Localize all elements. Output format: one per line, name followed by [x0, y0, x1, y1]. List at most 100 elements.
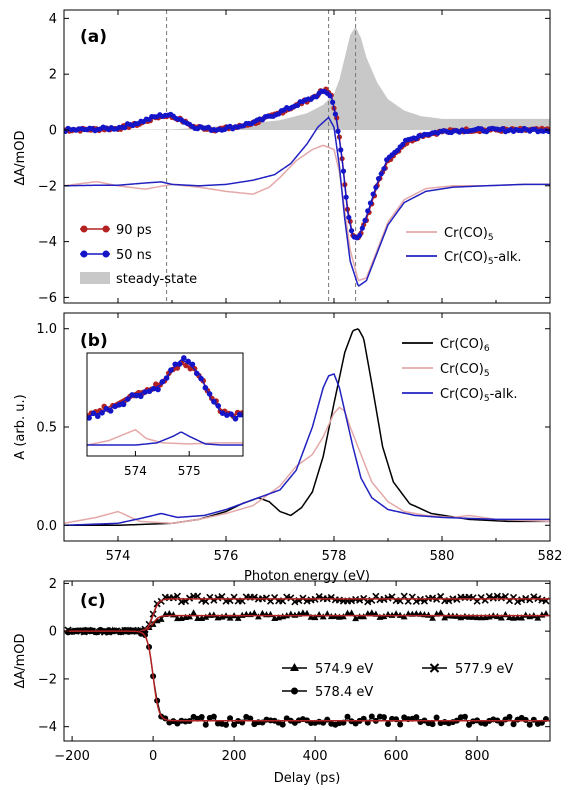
point-c-578-4-ev [506, 713, 513, 720]
xtick-b-label: 582 [538, 549, 563, 564]
inset-point-50-ns [133, 392, 140, 399]
inset-point-50-ns [198, 375, 204, 382]
point-c-578-4-ev [210, 713, 217, 720]
inset-point-50-ns [215, 403, 222, 409]
panel-a: 4 2 0 −2 −4 −6 (a) ΔA/mOD 90 ps 50 ns steady-… [13, 9, 551, 306]
inset-point-50-ns [181, 355, 187, 361]
panel-a-label: (a) [80, 27, 107, 47]
point-50-ns [327, 93, 333, 99]
inset-point-50-ns [236, 411, 243, 418]
inset-point-50-ns [103, 405, 110, 412]
legend-c-578-4: 578.4 eV [282, 685, 373, 700]
inset-frame [86, 352, 244, 457]
xtick-b-label: 578 [322, 549, 347, 564]
ytick-a-label: −6 [38, 291, 57, 306]
legend-b-crco5: Cr(CO)5 [402, 362, 490, 379]
svg-text:Cr(CO)5-alk.: Cr(CO)5-alk. [440, 387, 518, 404]
point-c-574-9-ev [307, 613, 315, 620]
point-c-577-9-ev [428, 594, 437, 602]
inset-point-50-ns [107, 408, 114, 414]
point-c-574-9-ev [506, 613, 513, 621]
legend-c-577-9: 577.9 eV [422, 662, 513, 677]
svg-text:Cr(CO)5: Cr(CO)5 [440, 362, 490, 379]
point-c-574-9-ev [441, 614, 449, 621]
inset-point-50-ns [142, 389, 148, 395]
series-b-cr-co-5 [64, 406, 550, 525]
point-c-574-9-ev [469, 613, 477, 620]
point-c-577-9-ev [214, 594, 222, 602]
point-c-578-4-ev [466, 721, 472, 728]
point-c-578-4-ev [397, 721, 404, 728]
point-c-574-9-ev [234, 614, 242, 621]
point-c-574-9-ev [498, 614, 505, 621]
legend-steady-state: steady-state [80, 272, 197, 287]
panel-c-frame [63, 580, 551, 742]
inset-point-50-ns [129, 392, 135, 398]
panel-a-frame [63, 9, 551, 304]
panel-b-inset: 574 575 [86, 352, 244, 478]
point-c-578-4-ev [429, 721, 436, 728]
inset-point-50-ns [116, 402, 123, 408]
point-c-577-9-ev [497, 594, 505, 602]
point-c-577-9-ev [384, 594, 392, 602]
legend-50ns: 50 ns [80, 248, 152, 263]
inset-point-50-ns [189, 361, 196, 368]
xtick-c-label: 400 [303, 749, 328, 764]
xtick-c-label: 600 [384, 749, 409, 764]
point-50-ns [378, 171, 384, 177]
inset-series-cr-co-5 [87, 428, 243, 446]
point-c-578-4-ev [227, 715, 234, 722]
inset-point-50-ns [163, 375, 170, 381]
ytick-b-label: 1.0 [36, 322, 57, 337]
ytick-b-label: 0.0 [36, 519, 57, 534]
inset-point-50-ns [224, 412, 230, 418]
inset-point-50-ns [87, 415, 92, 421]
inset-point-50-ns [90, 410, 97, 417]
svg-text:Cr(CO)6: Cr(CO)6 [440, 337, 490, 354]
inset-point-50-ns [219, 410, 226, 416]
point-c-574-9-ev [165, 610, 173, 617]
ytick-a-label: 0 [49, 123, 57, 138]
point-50-ns [346, 214, 352, 221]
point-c-574-9-ev [210, 611, 218, 618]
inset-point-50-ns [193, 370, 200, 377]
panel-c: 2 0 −2 −4 −200 0 200 400 600 800 (c) ΔA/mOD Delay… [13, 577, 551, 786]
legend-c-574-9-label: 574.9 eV [315, 662, 373, 677]
legend-b-crco5-alk: Cr(CO)5-alk. [402, 387, 518, 404]
series-c-577-9-ev-fit [64, 598, 550, 632]
inset-xtick-label: 574 [124, 464, 147, 478]
point-c-574-9-ev [392, 610, 400, 617]
point-c-578-4-ev [198, 713, 205, 720]
legend-c-578-4-label: 578.4 eV [315, 685, 373, 700]
point-c-577-9-ev [185, 594, 194, 602]
point-c-577-9-ev [518, 596, 526, 604]
series-c-578-4-ev [64, 626, 550, 728]
inset-ticks: 574 575 [124, 451, 201, 478]
point-c-578-4-ev [380, 714, 387, 721]
point-c-578-4-ev [522, 716, 529, 723]
point-50-ns [335, 128, 341, 134]
panel-c-plot-area [64, 592, 550, 728]
point-50-ns [381, 166, 387, 172]
inset-point-50-ns [137, 393, 144, 400]
series-b-cr-co-6 [64, 328, 550, 527]
point-c-578-4-ev [498, 720, 505, 727]
inset-point-50-ns [202, 384, 209, 391]
inset-point-50-ns [150, 385, 157, 392]
ytick-a-label: −4 [38, 235, 57, 250]
point-c-577-9-ev [364, 598, 372, 606]
legend-50ns-label: 50 ns [116, 248, 152, 263]
point-c-578-4-ev [510, 721, 517, 728]
panel-b-legend: Cr(CO)6 Cr(CO)5 Cr(CO)5-alk. [402, 337, 518, 404]
series-cr-co-5-alk [64, 116, 550, 287]
series-c-578-4-ev-fit [64, 630, 550, 722]
panel-c-ticks: 2 0 −2 −4 −200 0 200 400 600 800 [38, 577, 550, 764]
point-50-ns [343, 194, 349, 200]
point-50-ns [365, 208, 371, 214]
inset-point-50-ns [172, 361, 179, 368]
point-c-574-9-ev [518, 614, 525, 621]
panel-b-ylabel: A (arb. u.) [13, 394, 28, 459]
point-c-574-9-ev [412, 610, 420, 617]
point-c-574-9-ev [190, 609, 197, 616]
